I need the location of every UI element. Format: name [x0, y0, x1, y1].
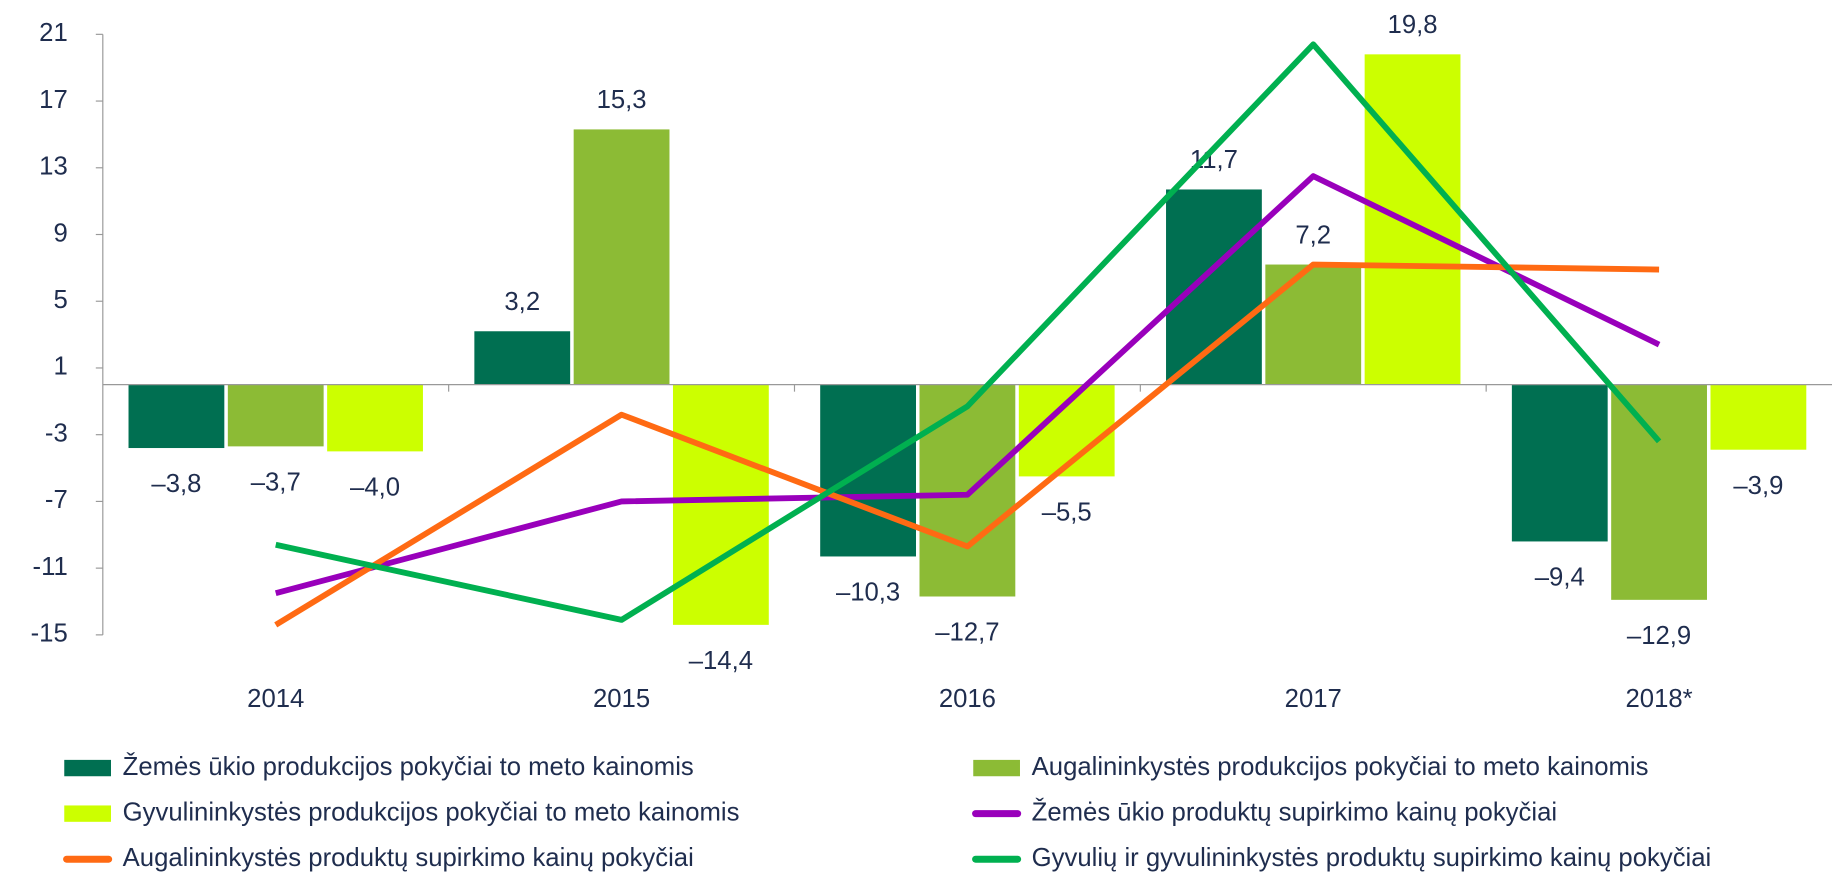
value-label: –12,9	[1627, 622, 1691, 650]
legend-label: Žemės ūkio produkcijos pokyčiai to meto …	[123, 752, 694, 781]
bar	[1166, 189, 1262, 385]
y-tick-label: 5	[53, 286, 67, 314]
bar	[227, 384, 324, 447]
x-tick-label: 2015	[593, 685, 650, 713]
bar	[573, 129, 670, 385]
value-label: –3,7	[251, 469, 301, 497]
value-label: –3,9	[1733, 472, 1783, 500]
value-label: –4,0	[350, 474, 400, 502]
bar	[672, 384, 769, 625]
value-label: 15,3	[597, 86, 647, 114]
bar	[1364, 54, 1461, 385]
y-tick-label: -11	[33, 553, 68, 581]
legend-swatch	[64, 805, 111, 822]
y-tick-label: 17	[39, 86, 68, 114]
bar	[1611, 384, 1707, 600]
value-label: –12,7	[935, 619, 999, 647]
value-label: 3,2	[504, 288, 540, 316]
bar	[1511, 384, 1608, 542]
x-tick-label: 2018*	[1626, 685, 1693, 713]
legend-label: Žemės ūkio produktų supirkimo kainų poky…	[1032, 797, 1557, 826]
bar	[474, 331, 571, 385]
legend-label: Gyvulių ir gyvulininkystės produktų supi…	[1032, 844, 1712, 872]
line	[275, 41, 1662, 623]
value-label: –3,8	[151, 470, 201, 498]
y-tick-label: 21	[39, 19, 68, 47]
y-tick-label: -7	[45, 486, 68, 514]
bar	[919, 384, 1016, 597]
legend-label: Gyvulininkystės produkcijos pokyčiai to …	[123, 798, 740, 826]
x-tick-label: 2016	[939, 685, 996, 713]
x-tick-label: 2017	[1285, 685, 1342, 713]
legend-swatch	[64, 759, 111, 777]
value-label: 7,2	[1295, 221, 1331, 249]
value-label: –9,4	[1535, 564, 1585, 592]
bar	[327, 384, 423, 452]
x-tick-label: 2014	[247, 685, 304, 713]
y-tick-label: -15	[31, 620, 68, 648]
bar	[1265, 264, 1362, 385]
legend-label: Augalininkystės produkcijos pokyčiai to …	[1032, 753, 1649, 781]
y-tick-label: 9	[53, 219, 67, 247]
y-tick-label: -3	[45, 419, 68, 447]
y-tick-label: 13	[39, 153, 68, 181]
bar	[1710, 384, 1807, 450]
value-label: 19,8	[1388, 11, 1438, 39]
value-label: –14,4	[689, 647, 753, 675]
line	[274, 173, 1661, 596]
legend-label: Augalininkystės produktų supirkimo kainų…	[123, 844, 694, 872]
bar	[128, 384, 225, 449]
value-label: –10,3	[836, 579, 900, 607]
legend-swatch	[973, 759, 1020, 777]
line	[274, 261, 1660, 628]
value-label: –5,5	[1042, 499, 1092, 527]
y-tick-label: 1	[53, 353, 67, 381]
